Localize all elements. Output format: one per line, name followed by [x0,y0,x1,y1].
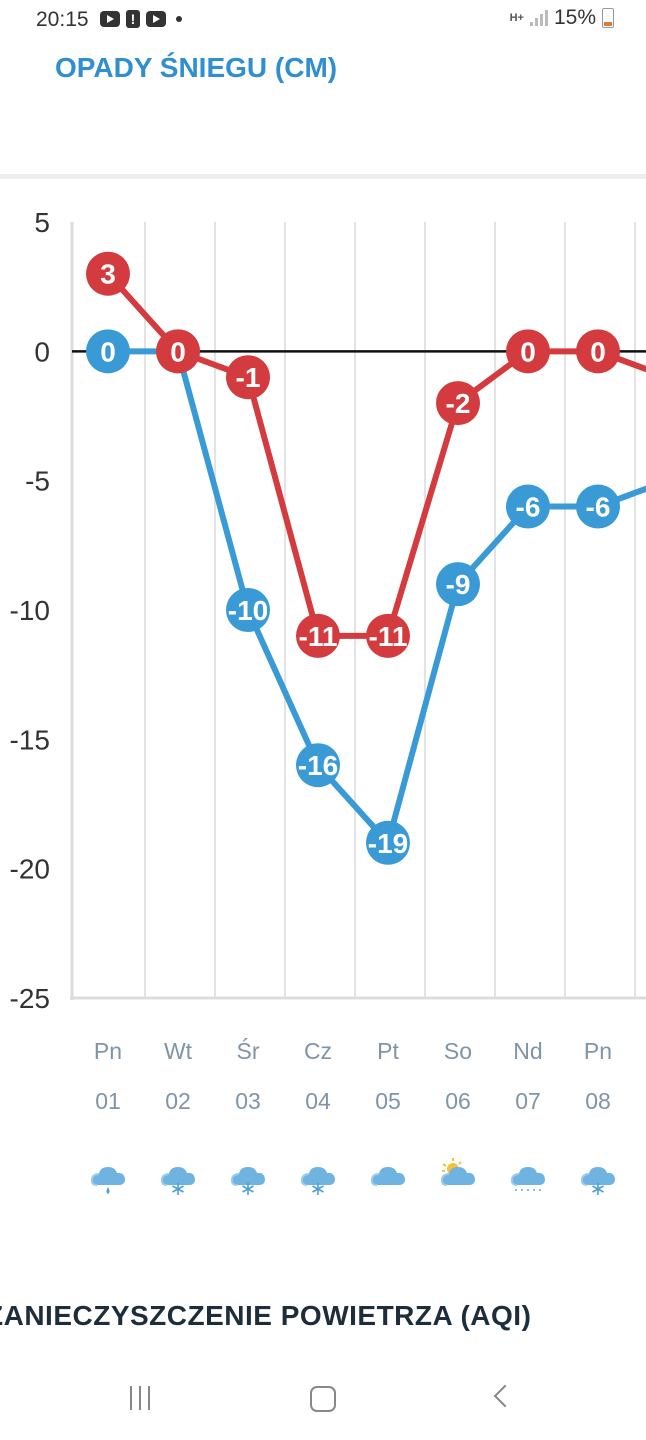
cloud-icon [368,1155,408,1195]
data-label: -9 [446,569,471,600]
day-date: 01 [95,1088,121,1114]
day-name: Nd [513,1038,543,1064]
data-point [296,613,340,658]
network-type: H+ [509,12,524,24]
data-point [296,743,340,788]
day-name: Pt [377,1038,399,1064]
youtube-icon [146,11,166,27]
day-name: Śr [236,1038,260,1064]
y-tick-label: 5 [34,207,50,238]
day-name: Pn [583,1038,613,1064]
data-label: -2 [446,388,471,419]
day-date: 08 [585,1088,611,1114]
x-tick-label: Cz 04 [283,1038,353,1115]
data-label: -11 [299,621,338,652]
y-tick-label: -20 [10,854,50,885]
aqi-section-title[interactable]: ZANIECZYSZCZENIE POWIETRZA (AQI) [0,1300,532,1331]
y-tick-label: 0 [34,336,50,367]
data-point [506,329,550,374]
more-notifications-icon [176,16,182,22]
data-point [156,329,200,374]
day-date: 02 [165,1088,191,1114]
data-label: 0 [590,336,606,367]
day-date: 03 [235,1088,261,1114]
snow-cloud-icon [228,1155,268,1195]
data-point [226,588,270,632]
day-date: 04 [305,1088,331,1114]
status-bar: 20:15 ! H+ 15% [0,0,646,40]
data-label: -1 [236,362,261,393]
day-name: Pn [93,1038,123,1064]
battery-level: 15% [553,6,596,29]
data-point [366,613,410,658]
snowfall-chart: 50-5-10-15-20-2500-10-16-19-9-6-6-530-1-… [10,207,646,1014]
data-point [86,251,130,296]
x-tick-label: Pn 01 [73,1038,143,1115]
data-point [506,484,550,529]
signal-icon [529,10,548,26]
x-tick-label: Pn 08 [563,1038,633,1115]
data-point [226,355,270,400]
day-name: So [443,1038,473,1064]
data-point [576,329,620,374]
alert-icon: ! [126,10,140,28]
home-button[interactable] [310,1386,336,1412]
day-date: 05 [375,1088,401,1114]
data-point [436,381,480,426]
rain-cloud-icon [88,1155,128,1195]
battery-icon [602,8,614,28]
data-label: 3 [100,259,116,290]
snow-cloud-icon [578,1155,618,1195]
divider [0,174,646,179]
y-tick-label: -10 [10,595,50,626]
data-label: -19 [368,828,408,859]
back-button[interactable] [493,1384,517,1408]
x-tick-label: So 06 [423,1038,493,1115]
data-label: -16 [298,750,338,781]
data-label: 0 [170,336,186,367]
x-tick-label: Nd 07 [493,1038,563,1115]
snow-cloud-icon [158,1155,198,1195]
snow-cloud-icon [298,1155,338,1195]
data-point [366,820,410,865]
drizzle-cloud-icon [508,1155,548,1195]
data-point [576,484,620,529]
y-tick-label: -25 [10,983,50,1014]
x-tick-label: Wt 02 [143,1038,213,1115]
x-tick-label: Pt 05 [353,1038,423,1115]
clock: 20:15 [36,8,89,31]
data-label: -6 [586,492,611,523]
recent-apps-button[interactable] [130,1386,150,1410]
section-title: OPADY ŚNIEGU (CM) [55,52,338,83]
day-name: Cz [303,1038,333,1064]
data-label: 0 [100,336,116,367]
x-tick-label: Śr 03 [213,1038,283,1115]
data-label: -10 [228,595,268,626]
data-label: -6 [516,492,541,523]
notification-icons: ! [100,10,182,28]
day-date: 06 [445,1088,471,1114]
data-label: 0 [520,336,536,367]
day-name: Wt [163,1038,193,1064]
data-label: -11 [369,621,408,652]
y-tick-label: -5 [25,466,50,497]
system-icons: H+ 15% [510,6,614,30]
data-point [86,329,130,374]
y-tick-label: -15 [10,724,50,755]
youtube-icon [100,11,120,27]
navigation-bar [0,1360,646,1440]
sun-cloud-icon [438,1155,478,1195]
data-point [436,562,480,607]
day-date: 07 [515,1088,541,1114]
